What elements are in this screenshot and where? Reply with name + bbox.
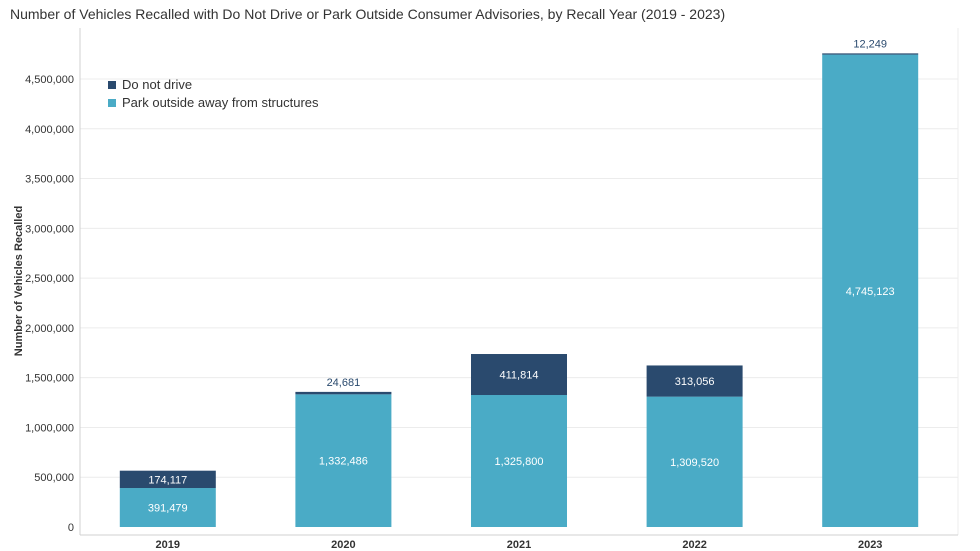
legend-swatch [108,81,116,89]
bar-segment-do-not-drive [822,53,919,55]
data-label: 4,745,123 [846,286,895,298]
legend-swatch [108,99,116,107]
y-tick-label: 3,500,000 [25,174,74,186]
bar-segment-park-outside [822,54,919,527]
y-axis-label: Number of Vehicles Recalled [13,206,25,356]
legend-label: Park outside away from structures [122,95,319,110]
bar-segment-do-not-drive [471,354,567,396]
data-label: 12,249 [853,38,887,50]
data-label: 411,814 [500,370,539,382]
y-axis: 0 500,000 1,000,000 1,500,000 2,000,000 2,500… [13,28,81,535]
legend-label: Do not drive [122,77,192,92]
x-axis: 2019 2020 2021 2022 2023 [80,534,958,551]
bar-segment-park-outside [295,394,392,527]
y-tick-label: 1,000,000 [25,422,74,434]
bar-segment-park-outside [119,488,216,527]
x-tick-label: 2019 [156,539,180,551]
bar-segment-do-not-drive [646,365,743,397]
chart-title: Number of Vehicles Recalled with Do Not … [10,6,726,22]
x-tick-label: 2021 [507,539,531,551]
x-tick-label: 2020 [331,539,355,551]
bar-segment-park-outside [471,395,567,527]
legend: Do not drive Park outside away from struc… [108,77,319,110]
data-label: 24,681 [327,377,361,389]
data-label: 1,309,520 [670,457,719,469]
data-label: 1,325,800 [495,456,544,468]
bar-segment-do-not-drive [119,470,216,489]
y-tick-label: 3,000,000 [25,223,74,235]
data-label: 391,479 [148,503,188,515]
y-tick-label: 1,500,000 [25,373,74,385]
data-labels: 391,479 174,117 1,332,486 24,681 1,325,800 41… [148,38,895,514]
y-tick-label: 2,500,000 [25,273,74,285]
bars [119,53,919,527]
y-tick-label: 500,000 [34,472,74,484]
y-tick-label: 4,000,000 [25,124,74,136]
data-label: 313,056 [675,376,715,388]
y-tick-label: 4,500,000 [25,74,74,86]
data-label: 1,332,486 [319,456,368,468]
y-tick-label: 2,000,000 [25,323,74,335]
y-tick-label: 0 [68,522,74,534]
bar-segment-do-not-drive [295,391,392,395]
data-label: 174,117 [148,474,187,486]
x-tick-label: 2022 [682,539,706,551]
bar-segment-park-outside [646,396,743,527]
x-tick-label: 2023 [858,539,882,551]
